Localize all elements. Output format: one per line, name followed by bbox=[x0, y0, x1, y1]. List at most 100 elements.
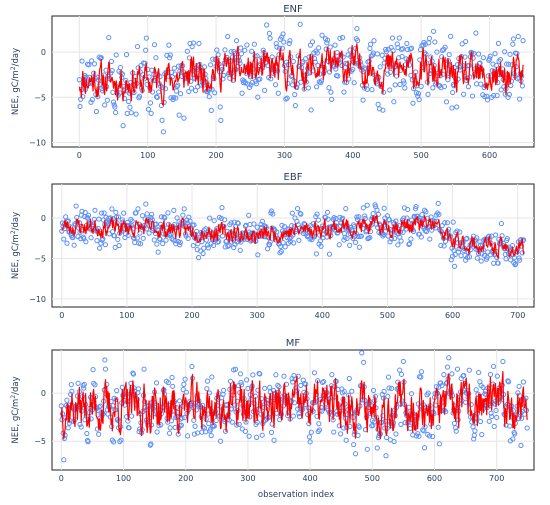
observed-point bbox=[464, 235, 470, 241]
observed-point bbox=[100, 217, 107, 223]
observed-point bbox=[341, 388, 347, 395]
observed-point bbox=[209, 374, 215, 380]
observed-point bbox=[374, 445, 380, 451]
observed-point bbox=[313, 251, 320, 257]
observed-point bbox=[68, 381, 74, 388]
observed-point bbox=[313, 84, 320, 90]
x-tick-label: 200 bbox=[208, 151, 223, 160]
observed-point bbox=[280, 240, 286, 246]
observed-point bbox=[222, 217, 228, 223]
observed-point bbox=[307, 439, 313, 445]
observed-point bbox=[292, 103, 298, 109]
y-axis-label-sup: 2 bbox=[10, 395, 17, 399]
observed-point bbox=[190, 40, 197, 46]
observed-point bbox=[253, 81, 260, 87]
observed-point bbox=[172, 238, 178, 244]
observed-point bbox=[206, 94, 212, 100]
observed-point bbox=[446, 355, 452, 361]
observed-point bbox=[255, 94, 261, 100]
observed-point bbox=[130, 371, 137, 377]
observed-point bbox=[513, 261, 519, 267]
observed-point bbox=[387, 69, 394, 75]
observed-point bbox=[255, 252, 261, 258]
observed-point bbox=[517, 257, 523, 263]
observed-point bbox=[143, 201, 149, 207]
observed-point bbox=[311, 370, 318, 376]
observed-point bbox=[281, 373, 287, 379]
observed-point bbox=[326, 69, 333, 75]
observed-point bbox=[91, 61, 97, 67]
observed-point bbox=[196, 40, 202, 47]
observed-point bbox=[396, 35, 402, 41]
observed-point bbox=[139, 213, 146, 219]
observed-point bbox=[115, 236, 121, 243]
observed-point bbox=[408, 217, 415, 223]
observed-point bbox=[321, 378, 327, 385]
y-tick-label: −5 bbox=[34, 254, 46, 263]
observed-point bbox=[134, 43, 141, 50]
observed-point bbox=[392, 235, 398, 241]
observed-point bbox=[218, 117, 224, 123]
observed-point bbox=[356, 424, 362, 430]
observed-point bbox=[105, 411, 111, 417]
observed-point bbox=[251, 41, 257, 47]
observed-point bbox=[225, 33, 231, 40]
observed-point bbox=[512, 262, 518, 268]
observed-point bbox=[298, 211, 304, 217]
observed-point bbox=[438, 242, 444, 249]
x-tick-label: 0 bbox=[77, 151, 82, 160]
observed-point bbox=[385, 393, 391, 400]
observed-point bbox=[369, 87, 375, 93]
observed-point bbox=[81, 381, 87, 387]
observed-point bbox=[443, 409, 449, 415]
observed-point bbox=[484, 254, 490, 260]
x-tick-label: 0 bbox=[59, 474, 64, 483]
observed-point bbox=[466, 62, 472, 69]
observed-point bbox=[97, 403, 104, 409]
observed-point bbox=[295, 373, 301, 379]
observed-point bbox=[264, 246, 271, 252]
observed-point bbox=[326, 251, 333, 257]
observed-point bbox=[473, 30, 479, 36]
observed-point bbox=[162, 215, 168, 221]
observed-point bbox=[210, 242, 217, 249]
observed-point bbox=[477, 239, 483, 245]
observed-point bbox=[101, 210, 107, 216]
observed-point bbox=[340, 54, 346, 60]
observed-point bbox=[286, 40, 292, 47]
observed-point bbox=[217, 104, 223, 110]
observed-point bbox=[476, 51, 482, 57]
observed-point bbox=[466, 254, 473, 260]
x-tick-label: 400 bbox=[302, 474, 317, 483]
observed-point bbox=[193, 407, 199, 413]
y-tick-label: −10 bbox=[29, 138, 46, 147]
observed-point bbox=[185, 235, 191, 242]
observed-point bbox=[287, 38, 293, 44]
observed-point bbox=[505, 379, 512, 385]
observed-point bbox=[274, 44, 280, 50]
observed-point bbox=[148, 110, 154, 116]
observed-point bbox=[93, 108, 100, 115]
observed-point bbox=[316, 427, 323, 433]
observed-point bbox=[192, 88, 199, 94]
observed-point bbox=[166, 55, 173, 61]
observed-point bbox=[389, 35, 396, 41]
observed-point bbox=[203, 226, 209, 232]
observed-point bbox=[390, 48, 396, 54]
observed-point bbox=[208, 62, 214, 68]
x-tick-label: 500 bbox=[380, 311, 395, 320]
observed-point bbox=[391, 99, 397, 105]
observed-point bbox=[88, 99, 94, 105]
observed-point bbox=[208, 107, 214, 113]
observed-point bbox=[163, 237, 169, 243]
observed-point bbox=[473, 387, 479, 393]
observed-point bbox=[280, 31, 286, 37]
observed-point bbox=[122, 402, 128, 408]
observed-point bbox=[351, 441, 357, 448]
observed-point bbox=[129, 218, 135, 224]
observed-point bbox=[113, 396, 119, 403]
observed-point bbox=[120, 123, 126, 129]
observed-point bbox=[273, 41, 279, 47]
observed-point bbox=[248, 82, 254, 88]
observed-point bbox=[470, 424, 476, 430]
